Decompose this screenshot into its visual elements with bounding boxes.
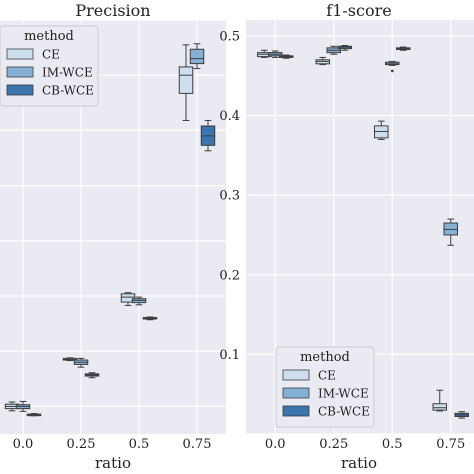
box-ce-ratio-0-25 [315, 56, 330, 66]
f1-score-y-tick-label: 0.5 [219, 29, 240, 44]
precision-panel: Precision 0.0 0.25 0.5 0.75 ratio method CE… [0, 1, 226, 472]
legend-swatch-ce [6, 48, 34, 60]
box-body [178, 66, 194, 94]
legend-label-cb-wce: CB-WCE [42, 84, 94, 98]
f1-score-x-tick-label: 0.75 [436, 437, 465, 452]
box-im-wce-ratio-0-5 [385, 60, 400, 73]
f1-score-title: f1-score [326, 1, 391, 20]
box-cb-wce-ratio-0-75 [200, 119, 216, 152]
f1-score-y-tick-label: 0.3 [219, 189, 240, 204]
f1-score-x-axis-label: ratio [341, 454, 377, 472]
precision-boxes [4, 43, 216, 417]
legend-label-ce: CE [42, 48, 60, 62]
f1-score-y-tick-label: 0.1 [219, 348, 240, 363]
box-cb-wce-ratio-0-5 [142, 316, 158, 321]
precision-x-axis-label: ratio [95, 454, 131, 472]
precision-x-tick-label: 0.75 [183, 437, 212, 452]
box-body [432, 403, 447, 411]
box-im-wce-ratio-0-0 [15, 400, 31, 412]
box-ce-ratio-0-5 [374, 120, 389, 140]
precision-x-tick-label: 0.0 [13, 437, 34, 452]
box-im-wce-ratio-0-25 [73, 357, 89, 368]
box-body [189, 48, 205, 65]
f1-score-x-tick-label: 0.0 [265, 437, 286, 452]
f1-score-y-tick-label: 0.2 [219, 268, 240, 283]
legend-title: method [300, 350, 350, 365]
f1-score-legend: method CE IM-WCE CB-WCE [275, 346, 375, 428]
box-cb-wce-ratio-0-5 [396, 46, 411, 51]
legend-swatch-cb-wce [282, 405, 310, 417]
precision-title: Precision [75, 1, 150, 20]
f1-score-x-tick-label: 0.25 [319, 437, 348, 452]
f1-score-y-ticks: 0.1 0.2 0.3 0.4 0.5 [219, 29, 240, 362]
box-im-wce-ratio-0-25 [326, 45, 341, 55]
precision-x-tick-label: 0.5 [129, 437, 150, 452]
box-cb-wce-ratio-0-75 [454, 411, 469, 419]
box-ce-ratio-0-25 [62, 357, 78, 362]
legend-label-im-wce: IM-WCE [318, 387, 369, 401]
f1-score-x-ticks: 0.0 0.25 0.5 0.75 [265, 437, 465, 452]
f1-score-x-tick-label: 0.5 [382, 437, 403, 452]
box-im-wce-ratio-0-5 [131, 296, 147, 306]
box-cb-wce-ratio-0-0 [279, 54, 294, 59]
box-im-wce-ratio-0-75 [189, 43, 205, 70]
precision-x-tick-label: 0.25 [67, 437, 96, 452]
legend-swatch-cb-wce [6, 84, 34, 96]
f1-score-boxes [257, 44, 469, 419]
legend-label-im-wce: IM-WCE [42, 66, 93, 80]
legend-label-cb-wce: CB-WCE [318, 405, 370, 419]
box-cb-wce-ratio-0-25 [337, 44, 352, 51]
legend-label-ce: CE [318, 369, 336, 383]
legend-title: method [24, 29, 74, 44]
f1-score-y-tick-label: 0.4 [219, 109, 240, 124]
outlier-point [390, 69, 394, 73]
legend-swatch-im-wce [282, 387, 310, 399]
precision-legend: method CE IM-WCE CB-WCE [0, 25, 99, 107]
legend-swatch-im-wce [6, 66, 34, 78]
box-ce-ratio-0-5 [120, 292, 136, 306]
box-im-wce-ratio-0-0 [268, 50, 283, 58]
box-ce-ratio-0-75 [178, 44, 194, 121]
box-body [120, 293, 136, 303]
precision-x-ticks: 0.0 0.25 0.5 0.75 [13, 437, 212, 452]
box-im-wce-ratio-0-75 [443, 218, 458, 246]
legend-swatch-ce [282, 369, 310, 381]
box-cb-wce-ratio-0-0 [26, 413, 42, 417]
f1-score-panel: f1-score 0.0 0.25 0.5 0.75 0.10.20.30.40.5 … [219, 1, 474, 472]
box-ce-ratio-0-75 [432, 389, 447, 412]
box-cb-wce-ratio-0-25 [84, 372, 100, 379]
